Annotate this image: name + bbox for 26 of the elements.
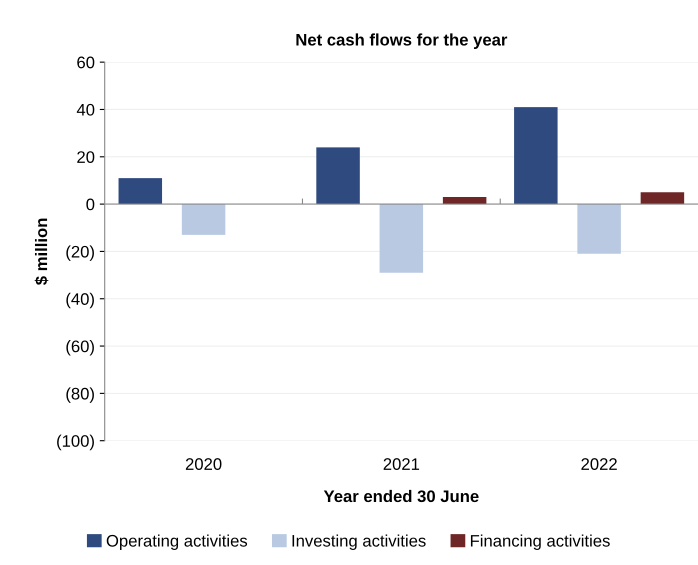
y-tick-label: (80)	[66, 387, 94, 403]
y-tick-label: 60	[77, 56, 94, 68]
y-tick-label: (100)	[57, 434, 94, 450]
bar	[442, 197, 486, 204]
bar	[577, 204, 621, 254]
y-tick-label: 20	[77, 151, 94, 163]
legend-label: Investing activities	[292, 534, 426, 550]
legend-label: Financing activities	[470, 534, 610, 550]
bar	[316, 147, 360, 204]
x-tick-label: 2020	[186, 458, 222, 470]
bar	[640, 192, 684, 204]
x-axis-title: Year ended 30 June	[324, 490, 479, 502]
y-tick-label: (60)	[66, 340, 94, 356]
y-tick-label: (40)	[66, 292, 94, 308]
y-tick-label: 0	[86, 198, 94, 210]
bar	[380, 204, 424, 273]
bar	[182, 204, 226, 235]
legend-label: Operating activities	[106, 534, 248, 550]
bar	[514, 107, 558, 204]
y-tick-label: (20)	[66, 245, 94, 261]
bar	[118, 178, 162, 204]
x-tick-label: 2021	[384, 458, 420, 470]
y-axis-title: $ million	[34, 218, 48, 286]
y-tick-label: 40	[76, 104, 94, 116]
chart-title: Net cash flows for the year	[296, 33, 508, 49]
x-tick-label: 2022	[581, 458, 617, 470]
